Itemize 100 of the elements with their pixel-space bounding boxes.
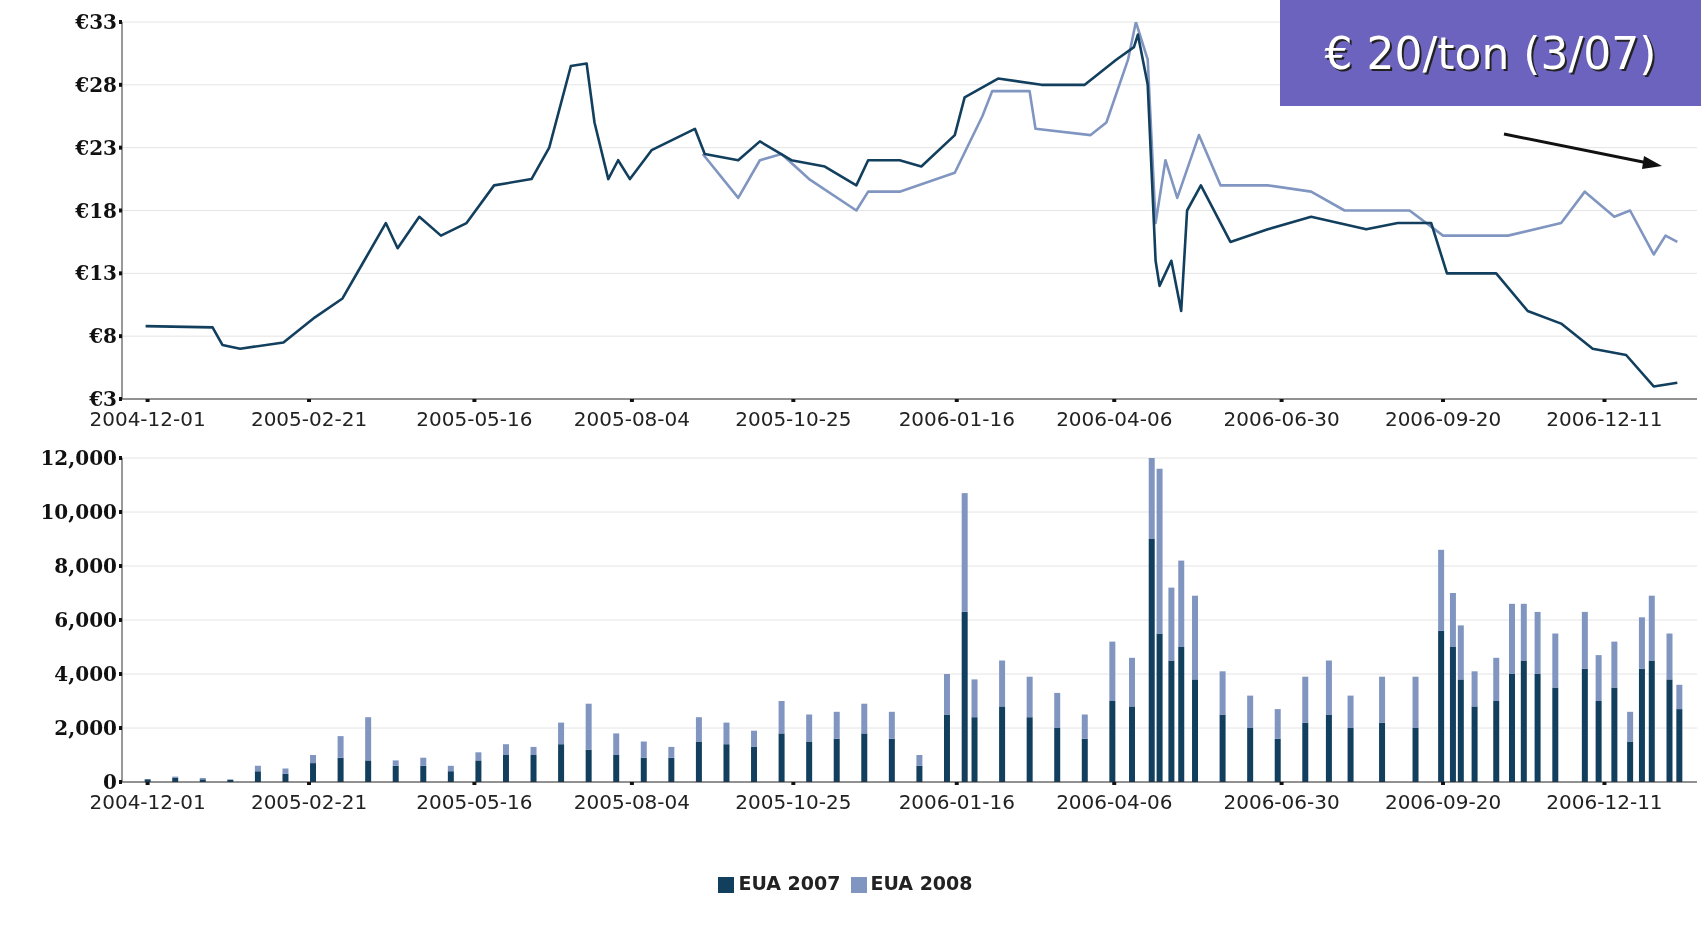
x-tick-label: 2005-02-21 xyxy=(250,790,368,815)
x-tick-label: 2005-08-04 xyxy=(573,407,691,432)
bar xyxy=(640,741,647,758)
bar xyxy=(1026,676,1033,718)
bar xyxy=(1219,671,1226,715)
y-tick-label: 10,000 xyxy=(40,500,117,525)
bar xyxy=(888,738,895,782)
bar xyxy=(1581,668,1588,782)
bar xyxy=(420,757,427,766)
bar xyxy=(447,771,454,782)
bar xyxy=(1168,660,1175,782)
bar xyxy=(916,755,923,766)
bar xyxy=(254,771,261,782)
bar xyxy=(1156,468,1163,634)
bar xyxy=(1325,714,1332,782)
bar xyxy=(1638,668,1645,782)
bar xyxy=(365,717,372,761)
bar xyxy=(1449,593,1456,647)
legend-label: EUA 2008 xyxy=(870,872,973,894)
bar xyxy=(310,755,317,764)
bar xyxy=(723,744,730,782)
bar xyxy=(1493,657,1500,701)
y-tick-label: €8 xyxy=(88,324,117,349)
bar xyxy=(1325,660,1332,715)
bar xyxy=(723,722,730,745)
bar xyxy=(392,760,399,766)
x-tick-label: 2006-06-30 xyxy=(1223,790,1340,815)
bar xyxy=(1666,633,1673,680)
line-series xyxy=(144,33,1679,388)
y-tick-label: 6,000 xyxy=(54,608,117,633)
bar xyxy=(1274,738,1281,782)
bar xyxy=(1347,728,1354,782)
bar xyxy=(1595,655,1602,701)
bar xyxy=(1666,679,1673,782)
bar xyxy=(1638,617,1645,669)
bar xyxy=(1438,549,1445,631)
bar xyxy=(668,746,675,758)
bar xyxy=(806,714,813,742)
bar xyxy=(833,711,840,739)
bar xyxy=(888,711,895,739)
bar xyxy=(502,744,509,755)
bar xyxy=(695,741,702,782)
bar xyxy=(1129,706,1136,782)
y-tick-label: €13 xyxy=(74,261,117,286)
bar xyxy=(961,493,968,612)
bar xyxy=(1302,676,1309,723)
annotation: € 20/ton (3/07) xyxy=(1280,0,1701,106)
bar xyxy=(1247,728,1254,782)
bar xyxy=(254,765,261,772)
bar xyxy=(558,744,565,782)
x-tick-label: 2006-04-06 xyxy=(1056,790,1173,815)
bar xyxy=(1247,695,1254,728)
bar xyxy=(1449,647,1456,782)
bar xyxy=(1509,603,1515,674)
bar xyxy=(1178,647,1185,782)
x-tick-label: 2006-01-16 xyxy=(898,790,1015,815)
bar xyxy=(475,760,482,782)
bar xyxy=(751,730,758,747)
bar xyxy=(1026,717,1033,782)
bar xyxy=(1192,595,1199,680)
bar xyxy=(337,736,344,758)
bar xyxy=(1509,674,1515,782)
bar xyxy=(695,717,702,742)
bar xyxy=(640,757,647,782)
bar xyxy=(1534,611,1541,674)
bar xyxy=(1379,722,1386,782)
x-tick-label: 2005-05-16 xyxy=(416,407,533,432)
bar xyxy=(447,765,454,772)
bar xyxy=(1148,539,1155,782)
bar xyxy=(1648,595,1655,661)
x-tick-label: 2005-02-21 xyxy=(250,407,368,432)
bar xyxy=(365,760,372,782)
bar xyxy=(337,757,344,782)
legend-label: EUA 2007 xyxy=(738,872,841,894)
bar xyxy=(1648,660,1655,782)
bar xyxy=(585,749,592,782)
bar xyxy=(1595,701,1602,782)
bar xyxy=(558,722,565,745)
x-tick-label: 2005-10-25 xyxy=(735,407,852,432)
bar xyxy=(916,765,923,782)
y-tick-label: 8,000 xyxy=(54,554,117,579)
bar xyxy=(1493,701,1500,782)
bar xyxy=(1379,676,1386,723)
x-tick-label: 2006-12-11 xyxy=(1546,790,1663,815)
bar xyxy=(1552,687,1559,782)
bar xyxy=(861,703,868,734)
bar xyxy=(668,757,675,782)
bar xyxy=(806,741,813,782)
bar xyxy=(1471,671,1478,707)
bar xyxy=(1676,709,1683,782)
bar xyxy=(1109,641,1116,701)
bar xyxy=(392,765,399,782)
bar xyxy=(1054,692,1061,728)
bar xyxy=(1611,687,1618,782)
bar xyxy=(1219,714,1226,782)
bar xyxy=(1471,706,1478,782)
bar xyxy=(1520,603,1527,661)
bar xyxy=(502,755,509,782)
bar xyxy=(1054,728,1061,782)
bar xyxy=(1457,679,1464,782)
